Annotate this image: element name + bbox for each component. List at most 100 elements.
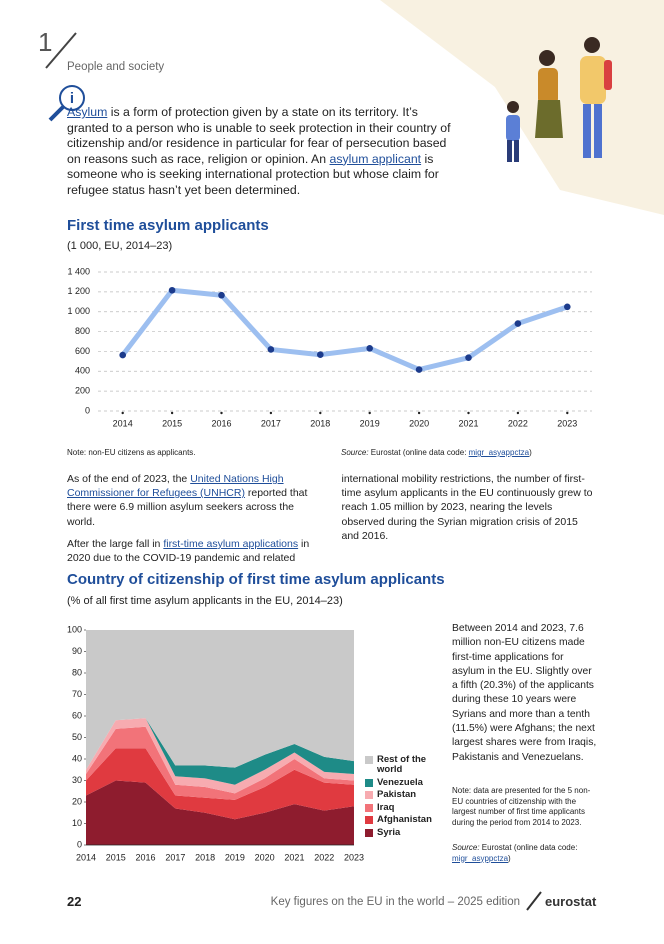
info-icon: i	[48, 85, 85, 122]
x-tick-mark	[319, 411, 322, 415]
x-tick-label: 2014	[76, 852, 96, 862]
legend-swatch	[365, 816, 373, 824]
chapter-number: 1	[38, 27, 52, 57]
y-tick-label: 1 200	[67, 286, 90, 296]
legend-swatch	[365, 791, 373, 799]
x-tick-mark	[170, 411, 174, 415]
y-tick-label: 40	[72, 753, 82, 763]
legend-swatch	[365, 756, 373, 764]
footer-slash	[526, 891, 542, 911]
x-tick-label: 2020	[409, 418, 429, 428]
y-tick-label: 10	[72, 818, 82, 828]
x-tick-mark	[516, 411, 520, 415]
text: is a form of protection given by a state…	[67, 105, 451, 166]
definition: Asylum is a form of protection given by …	[67, 105, 457, 198]
text: Eurostat (online data code:	[479, 843, 578, 852]
y-tick-label: 60	[72, 710, 82, 720]
x-tick-label: 2023	[344, 852, 364, 862]
y-tick-label: 100	[67, 624, 82, 634]
source-label: Source:	[452, 843, 480, 852]
x-tick-mark	[269, 411, 273, 415]
publication: Key figures on the EU in the world – 202…	[270, 896, 520, 908]
source-label: Source:	[341, 448, 369, 457]
chart-title: First time asylum applicants	[67, 217, 269, 234]
y-tick-label: 30	[72, 775, 82, 785]
area	[86, 726, 354, 800]
legend-swatch	[365, 828, 373, 837]
x-tick-mark	[121, 411, 124, 415]
point	[317, 351, 324, 359]
text: reported that there were 6.9 million asy…	[67, 487, 308, 528]
x-tick-label: 2018	[310, 418, 330, 428]
y-tick-label: 400	[75, 366, 90, 376]
link[interactable]: first-time asylum applications	[163, 537, 299, 550]
area	[86, 630, 354, 770]
term-link[interactable]: asylum applicant	[329, 151, 422, 166]
source: Source: Eurostat (online data code: migr…	[452, 843, 592, 864]
x-tick-label: 2021	[284, 852, 304, 862]
x-tick-label: 2016	[136, 852, 156, 862]
source: Source: Eurostat (online data code: migr…	[341, 448, 532, 459]
legend-item: Pakistan	[365, 790, 445, 800]
x-tick-label: 2015	[162, 418, 182, 428]
legend-item: Venezuela	[365, 776, 445, 788]
x-tick-label: 2017	[165, 852, 185, 862]
y-tick-label: 90	[72, 646, 82, 656]
y-tick-label: 200	[75, 386, 90, 396]
term-link[interactable]: Asylum	[67, 105, 108, 119]
note: Note: non-EU citizens as applicants.	[67, 448, 196, 457]
legend-label: Rest of the world	[377, 754, 427, 775]
point	[465, 354, 472, 361]
section-label: People and society	[67, 61, 164, 73]
text: )	[529, 448, 532, 457]
x-tick-mark	[368, 411, 371, 415]
y-tick-label: 0	[85, 405, 90, 415]
paragraph: As of the end of 2023, the United Nation…	[67, 472, 323, 529]
legend-item: Iraq	[365, 802, 445, 813]
paragraph: After the large fall in first-time asylu…	[67, 472, 597, 565]
line	[120, 287, 569, 373]
y-tick-label: 50	[72, 732, 82, 742]
x-tick-label: 2022	[508, 418, 528, 428]
x-tick-mark	[220, 411, 223, 415]
source-link[interactable]: migr_asyppctza	[452, 853, 509, 863]
y-tick-label: 600	[75, 346, 90, 356]
text: is someone who is seeking international …	[67, 151, 439, 197]
y-tick-label: 1 000	[67, 306, 90, 316]
x-tick-label: 2017	[261, 418, 281, 428]
chart-subtitle: (% of all first time asylum applicants i…	[67, 595, 343, 607]
point	[564, 303, 571, 311]
illustration	[506, 37, 612, 162]
legend-item: Rest of the world	[365, 755, 445, 775]
x-tick-mark	[566, 411, 569, 415]
text: in 2020 due to the COVID-19 pandemic and…	[67, 473, 593, 565]
svg-text:i: i	[70, 90, 74, 107]
point	[119, 351, 126, 359]
point	[366, 345, 374, 352]
x-tick-label: 2023	[557, 418, 577, 428]
legend-swatch	[365, 778, 373, 787]
point	[218, 291, 225, 299]
brand: eurostat	[545, 894, 597, 909]
x-tick-label: 2018	[195, 852, 215, 862]
area	[86, 718, 354, 785]
y-tick-label: 20	[72, 796, 82, 806]
y-tick-label: 80	[72, 667, 82, 677]
x-tick-mark	[417, 411, 421, 415]
body-text: As of the end of 2023, the United Nation…	[67, 472, 597, 565]
x-tick-label: 2014	[113, 418, 133, 428]
x-tick-label: 2019	[360, 418, 380, 428]
text: As of the end of 2023, the	[67, 473, 191, 485]
y-tick-label: 70	[72, 689, 82, 699]
legend-label: Venezuela	[377, 776, 423, 788]
area	[86, 780, 354, 845]
text: )	[508, 853, 511, 863]
legend-label: Syria	[377, 826, 401, 838]
note: Note: data are presented for the 5 non-E…	[452, 786, 591, 827]
x-tick-label: 2022	[314, 852, 334, 862]
source-link[interactable]: migr_asyappctza	[468, 448, 530, 457]
link[interactable]: United Nations High Commissioner for Ref…	[67, 473, 284, 500]
chart-title: Country of citizenship of first time asy…	[67, 571, 445, 588]
